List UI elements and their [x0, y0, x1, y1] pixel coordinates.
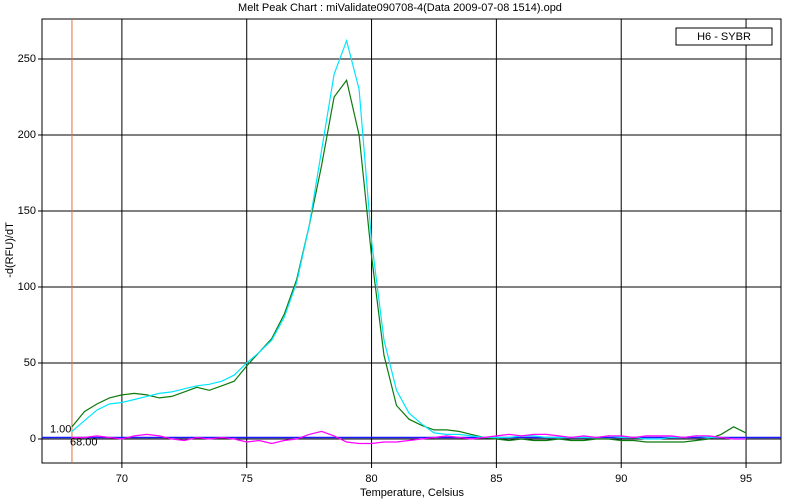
x-tick-label: 90	[615, 473, 627, 485]
y-tick-label: 50	[24, 357, 36, 369]
marker-label: 68.00	[70, 436, 98, 448]
x-tick-label: 85	[490, 473, 502, 485]
plot-area	[41, 18, 782, 464]
y-tick-label: 100	[18, 281, 36, 293]
x-tick-label: 75	[241, 473, 253, 485]
x-tick-label: 95	[740, 473, 752, 485]
chart-title: Melt Peak Chart : miValidate090708-4(Dat…	[238, 2, 562, 14]
series-line	[72, 430, 746, 445]
y-axis-label: -d(RFU)/dT	[4, 222, 16, 278]
legend-label: H6 - SYBR	[697, 31, 751, 43]
x-tick-label: 70	[116, 473, 128, 485]
legend-box	[675, 27, 773, 46]
x-axis-label: Temperature, Celsius	[360, 487, 464, 499]
y-tick-label: 250	[18, 53, 36, 65]
x-tick-label: 80	[365, 473, 377, 485]
y-tick-label: 0	[30, 433, 36, 445]
y-tick-label: 200	[18, 129, 36, 141]
series-line	[71, 78, 747, 443]
y-tick-label: 150	[18, 205, 36, 217]
threshold-label: 1.00	[50, 423, 71, 435]
